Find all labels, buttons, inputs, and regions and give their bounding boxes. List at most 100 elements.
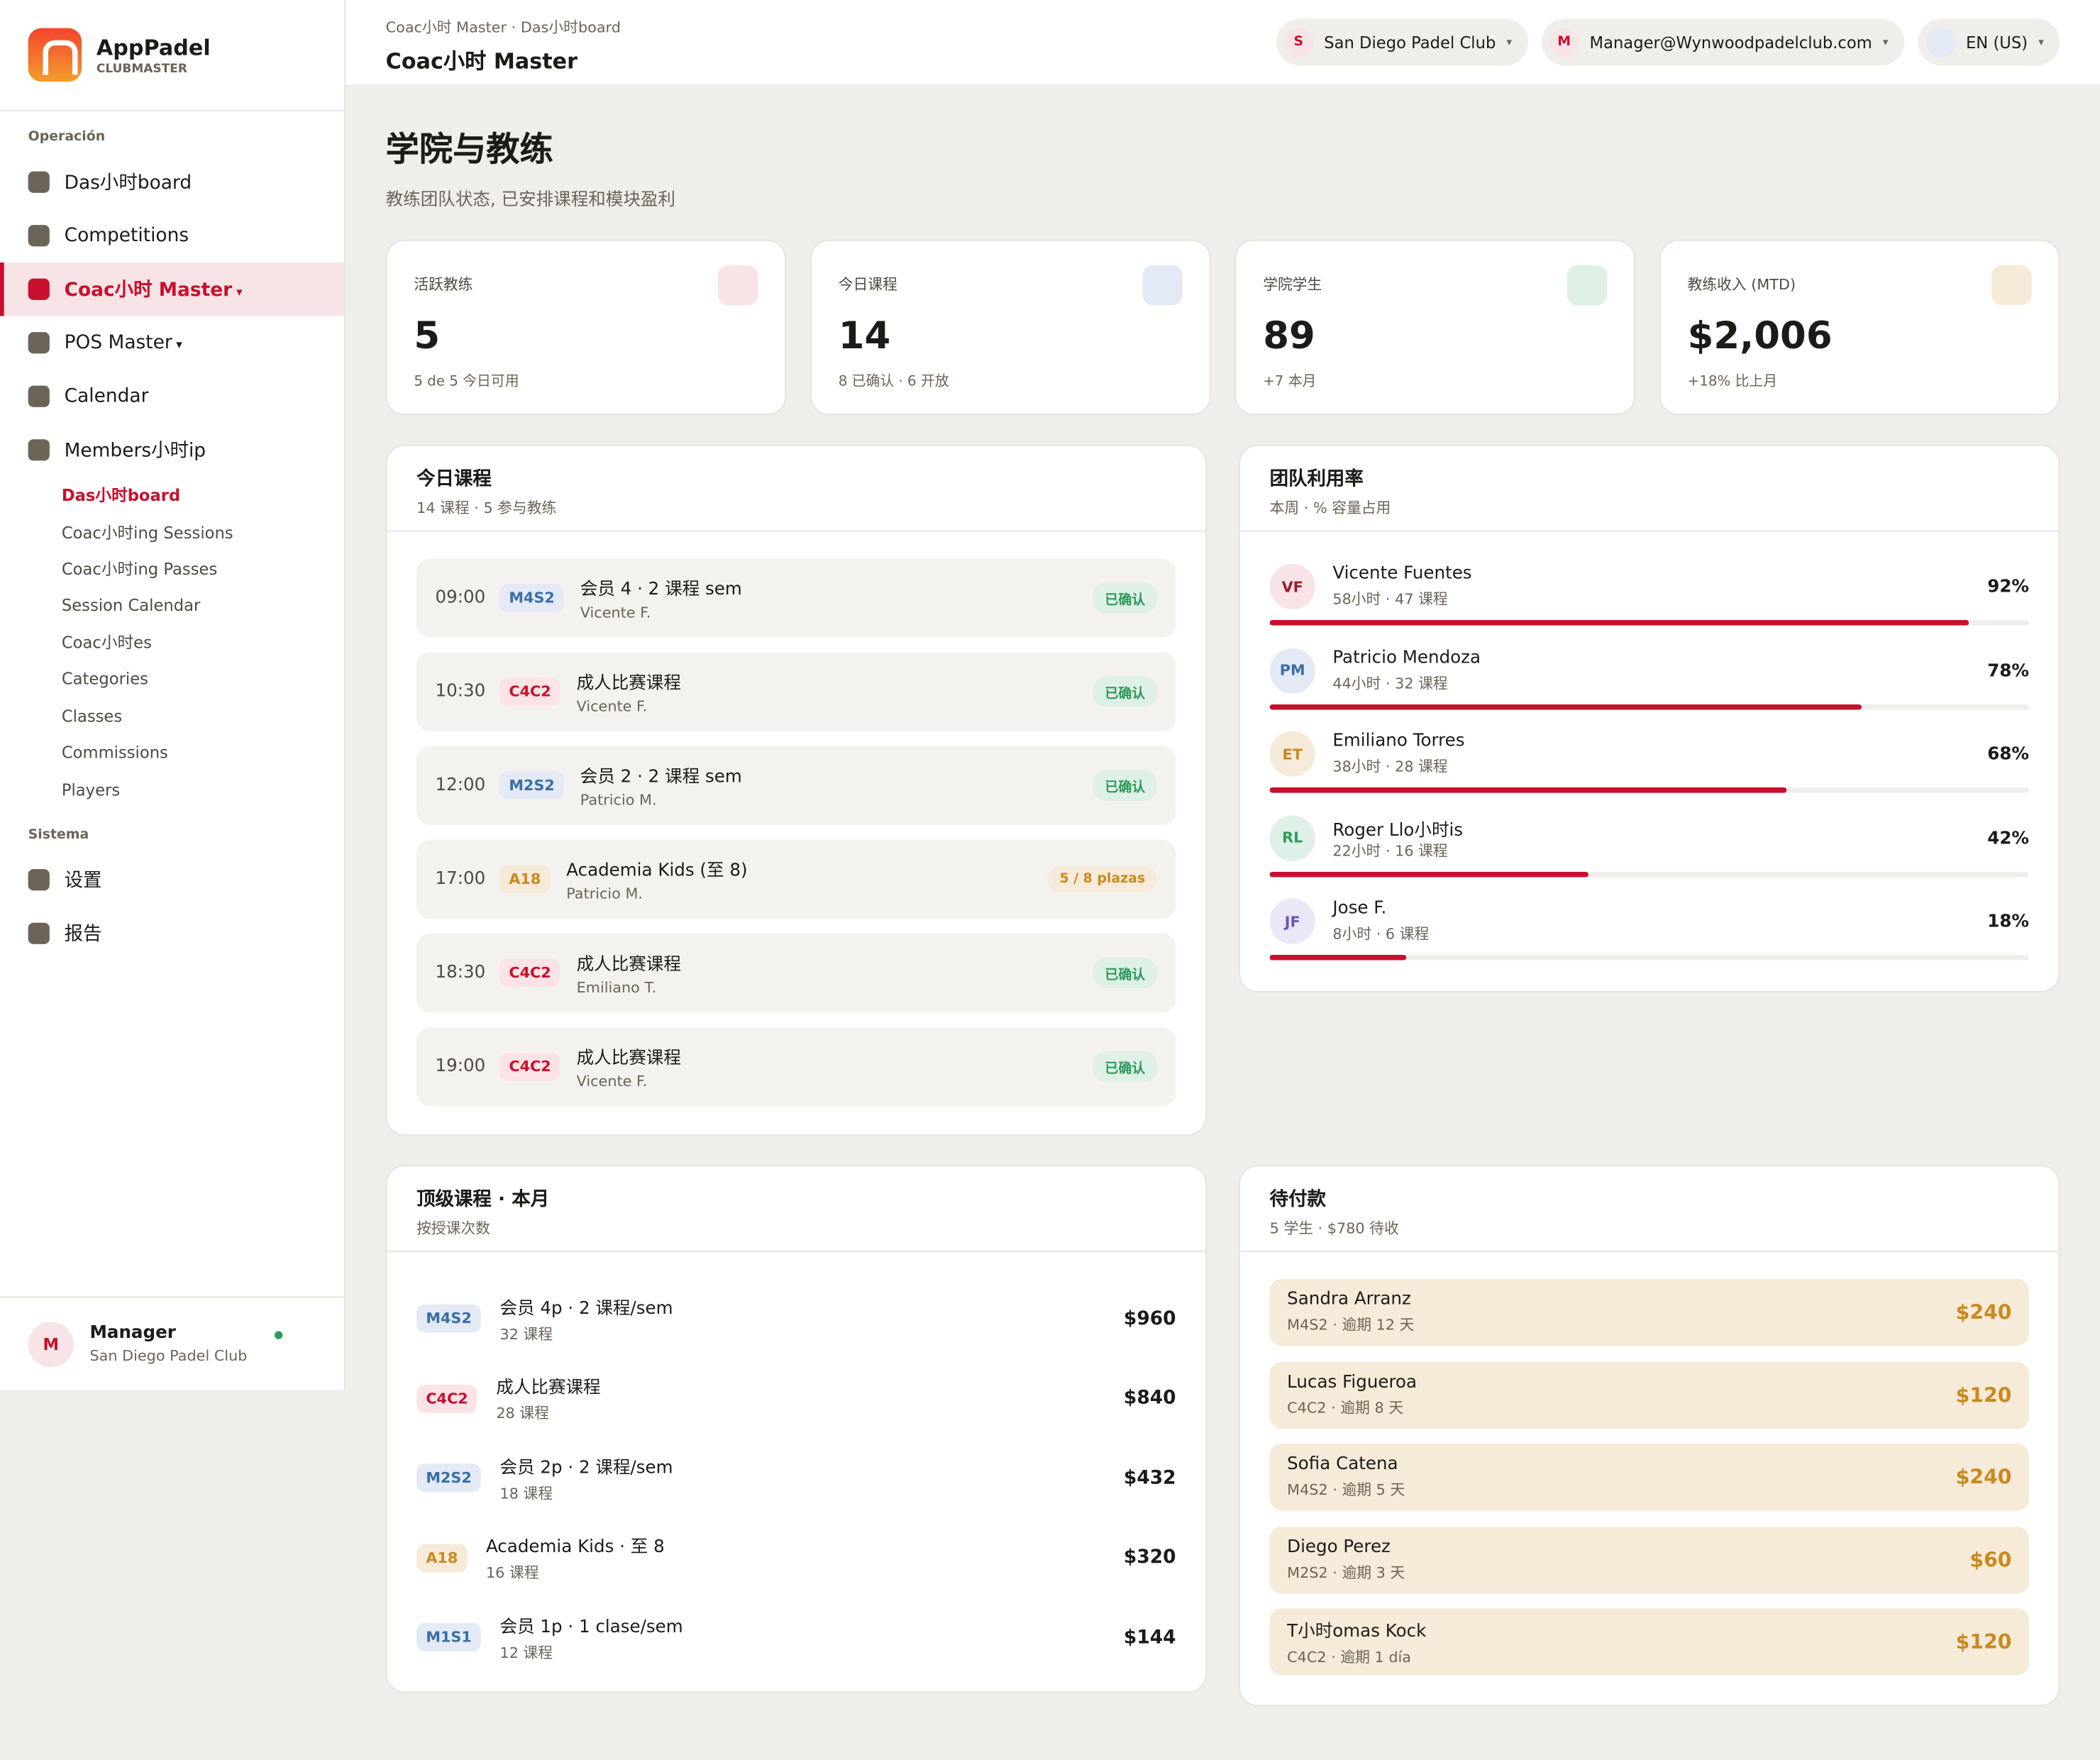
class-status: 已确认 xyxy=(1093,582,1158,614)
nav-subitem[interactable]: Commissions xyxy=(61,743,168,763)
nav-icon xyxy=(28,868,50,890)
course-code: A18 xyxy=(416,1544,468,1572)
class-name: Academia Kids (至 8) xyxy=(566,860,748,882)
pill-avatar: M xyxy=(1549,27,1579,57)
nav-subitem[interactable]: Players xyxy=(61,780,121,799)
course-amount: $960 xyxy=(1123,1307,1176,1330)
stat-icon xyxy=(1566,265,1608,306)
course-count: 18 课程 xyxy=(499,1485,553,1502)
payment-row[interactable]: Diego Perez M2S2 · 逾期 3 天 $60 xyxy=(1269,1526,2030,1593)
class-status: 已确认 xyxy=(1093,1051,1158,1083)
class-row[interactable]: 12:00 M2S2 会员 2 · 2 课程 sem Patricio M. 已确认 xyxy=(416,746,1176,825)
nav-item[interactable]: Competitions xyxy=(0,209,344,262)
class-row[interactable]: 18:30 C4C2 成人比赛课程 Emiliano T. 已确认 xyxy=(416,933,1176,1013)
class-time: 09:00 xyxy=(435,587,486,609)
payment-row[interactable]: T小时omas Kock C4C2 · 逾期 1 día $120 xyxy=(1269,1608,2030,1676)
class-row[interactable]: 09:00 M4S2 会员 4 · 2 课程 sem Vicente F. 已确认 xyxy=(416,558,1176,638)
user[interactable]: M Manager San Diego Padel Club xyxy=(0,1296,345,1390)
coach-row: ET Emiliano Torres 38小时 · 28 课程 68% xyxy=(1269,726,2030,809)
nav-label: Das小时board xyxy=(64,172,192,194)
pill-avatar: S xyxy=(1283,27,1314,57)
stat-label: 活跃教练 xyxy=(414,275,473,294)
coach-meta: 58小时 · 47 课程 xyxy=(1332,590,1448,609)
panel-header: 团队利用率 本周 · % 容量占用 xyxy=(1240,446,2059,532)
stat-card: 教练收入 (MTD) $2,006 +18% 比上月 xyxy=(1659,239,2060,416)
nav-item[interactable]: 设置 xyxy=(0,853,344,907)
nav-subitem[interactable]: Coac小时es xyxy=(61,633,152,653)
nav-subitem[interactable]: Das小时board xyxy=(61,486,181,506)
payer-name: Sofia Catena xyxy=(1287,1454,1398,1475)
stat-label: 学院学生 xyxy=(1263,275,1322,294)
course-info: 会员 1p · 1 clase/sem 12 课程 xyxy=(500,1612,683,1663)
class-coach: Patricio M. xyxy=(580,791,657,809)
bar-track xyxy=(1269,704,2030,709)
payer-name: Diego Perez xyxy=(1287,1537,1391,1557)
class-info: Academia Kids (至 8) Patricio M. xyxy=(566,856,748,903)
payer-name: T小时omas Kock xyxy=(1287,1622,1427,1642)
payment-row[interactable]: Lucas Figueroa C4C2 · 逾期 8 天 $120 xyxy=(1269,1361,2030,1429)
course-name: 成人比赛课程 xyxy=(496,1378,601,1399)
nav-icon xyxy=(28,225,50,247)
nav-subitem[interactable]: Coac小时ing Sessions xyxy=(61,523,233,543)
nav-item[interactable]: Coac小时 Master xyxy=(0,262,345,316)
header-pill[interactable]: S San Diego Padel Club xyxy=(1276,18,1528,66)
class-row[interactable]: 19:00 C4C2 成人比赛课程 Vicente F. 已确认 xyxy=(416,1026,1176,1107)
class-row[interactable]: 17:00 A18 Academia Kids (至 8) Patricio M. 5 … xyxy=(416,839,1176,919)
nav-subitem[interactable]: Coac小时ing Passes xyxy=(61,560,218,580)
course-info: 会员 2p · 2 课程/sem 18 课程 xyxy=(500,1453,673,1504)
course-amount: $432 xyxy=(1123,1467,1176,1489)
nav-item[interactable]: Calendar xyxy=(0,370,344,424)
nav-label: Competitions xyxy=(64,225,189,247)
class-name: 成人比赛课程 xyxy=(576,955,681,975)
class-name: 成人比赛课程 xyxy=(576,1048,681,1069)
nav-label: POS Master xyxy=(65,332,182,353)
course-name: 会员 2p · 2 课程/sem xyxy=(499,1458,673,1478)
nav-subitem[interactable]: Session Calendar xyxy=(61,596,201,615)
logo xyxy=(28,28,82,82)
nav-item[interactable]: Das小时board xyxy=(0,155,344,209)
coach-name: Jose F. xyxy=(1332,898,1387,919)
course-count: 32 课程 xyxy=(499,1325,553,1343)
nav-subitem[interactable]: Categories xyxy=(61,670,148,689)
course-code: C4C2 xyxy=(499,958,560,987)
header-pill[interactable]: M Manager@Wynwoodpadelclub.com xyxy=(1541,18,1905,66)
class-name: 会员 2 · 2 课程 sem xyxy=(580,767,742,788)
coach-pct: 78% xyxy=(1987,660,2030,681)
course-row: A18 Academia Kids · 至 8 16 课程 $320 xyxy=(416,1518,1176,1598)
stat-card: 学院学生 89 +7 本月 xyxy=(1234,239,1636,416)
course-code: M4S2 xyxy=(416,1305,482,1333)
panel-body: 09:00 M4S2 会员 4 · 2 课程 sem Vicente F. 已确认 10:… xyxy=(387,531,1205,1134)
panel-header: 顶级课程 · 本月 按授课次数 xyxy=(387,1166,1206,1253)
header-pill[interactable]: EN (US) xyxy=(1918,18,2060,66)
course-code: M4S2 xyxy=(499,584,565,612)
payment-row[interactable]: Sandra Arranz M4S2 · 逾期 12 天 $240 xyxy=(1269,1278,2030,1346)
nav-label: 设置 xyxy=(64,870,102,892)
payment-row[interactable]: Sofia Catena M4S2 · 逾期 5 天 $240 xyxy=(1269,1444,2030,1511)
panel-body: M4S2 会员 4p · 2 课程/sem 32 课程 $960 C4C2 成人比赛课程 2… xyxy=(387,1252,1205,1690)
nav-label: Members小时ip xyxy=(64,441,206,463)
payer-meta: C4C2 · 逾期 8 天 xyxy=(1287,1398,1404,1417)
payer-name: Sandra Arranz xyxy=(1287,1289,1411,1310)
nav-item[interactable]: Members小时ip xyxy=(0,424,344,477)
coach-pct: 92% xyxy=(1987,577,2030,597)
stat-label: 教练收入 (MTD) xyxy=(1687,275,1796,294)
course-name: Academia Kids · 至 8 xyxy=(485,1537,665,1558)
course-amount: $320 xyxy=(1123,1546,1176,1569)
course-row: M4S2 会员 4p · 2 课程/sem 32 课程 $960 xyxy=(416,1279,1176,1358)
nav-item[interactable]: POS Master xyxy=(0,316,344,370)
payment-info: Diego Perez M2S2 · 逾期 3 天 xyxy=(1287,1537,1405,1582)
class-row[interactable]: 10:30 C4C2 成人比赛课程 Vicente F. 已确认 xyxy=(416,652,1176,731)
course-count: 12 课程 xyxy=(499,1644,553,1662)
coach-name: Patricio Mendoza xyxy=(1332,647,1481,668)
panel-header: 今日课程 14 课程 · 5 参与教练 xyxy=(387,446,1206,532)
panel-title: 团队利用率 xyxy=(1269,468,1364,490)
class-coach: Vicente F. xyxy=(576,1073,648,1090)
nav-item[interactable]: 报告 xyxy=(0,906,344,960)
nav-subitem[interactable]: Classes xyxy=(61,707,123,726)
coach-avatar: JF xyxy=(1269,898,1315,944)
panel-body: Sandra Arranz M4S2 · 逾期 12 天 $240 Lucas Fig… xyxy=(1240,1252,2058,1704)
stat-card: 今日课程 14 8 已确认 · 6 开放 xyxy=(810,239,1211,416)
coach-avatar: VF xyxy=(1269,563,1315,609)
stat-icon xyxy=(1991,265,2032,306)
